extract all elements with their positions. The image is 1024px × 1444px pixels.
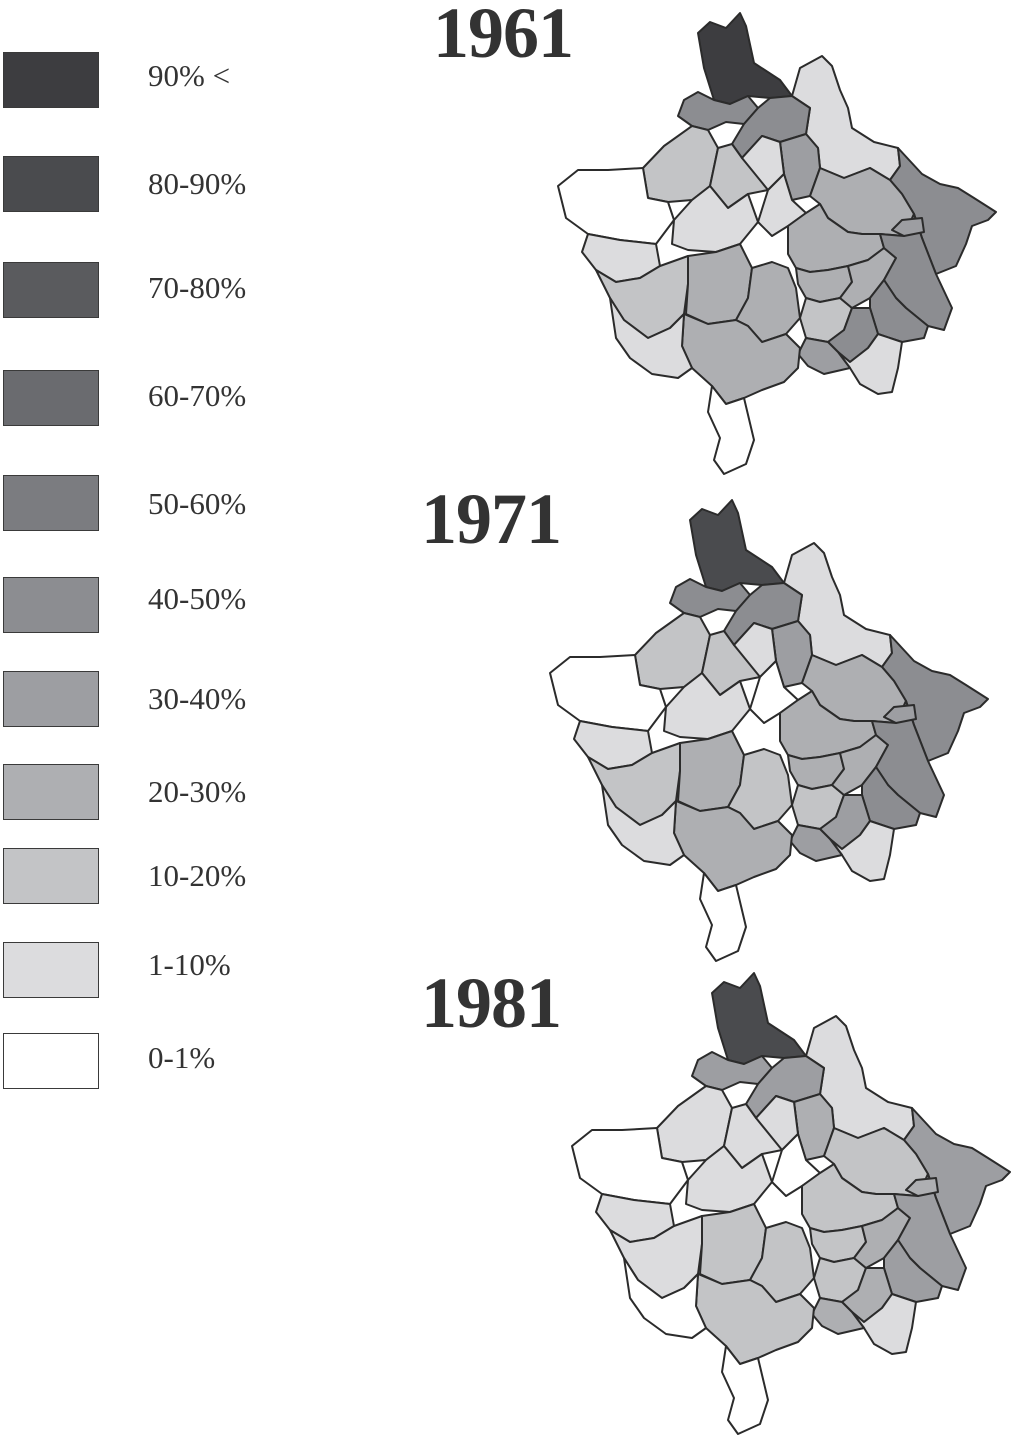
municipality-region-10	[755, 1095, 799, 1151]
municipality-region-30	[721, 1345, 769, 1435]
legend-label-50-60: 50-60%	[148, 486, 247, 521]
map-1971	[549, 499, 989, 962]
municipality-region-23	[883, 1239, 943, 1303]
legend-label-20-30: 20-30%	[148, 774, 247, 809]
municipality-region-30	[699, 872, 747, 962]
legend-label-60-70: 60-70%	[148, 378, 247, 413]
municipality-region-1	[689, 499, 785, 592]
municipality-region-29	[623, 1257, 707, 1339]
legend-swatch-80-90	[3, 156, 99, 212]
municipality-region-14	[685, 1145, 773, 1213]
map-1981	[571, 972, 1011, 1435]
municipality-region-1	[697, 12, 793, 105]
legend-swatch-40-50	[3, 577, 99, 633]
legend-label-90-plus: 90% <	[148, 58, 231, 93]
municipality-region-24	[883, 704, 917, 724]
legend-label-10-20: 10-20%	[148, 858, 247, 893]
legend-swatch-90-plus	[3, 52, 99, 108]
municipality-region-23	[869, 279, 929, 343]
legend-label-30-40: 30-40%	[148, 681, 247, 716]
year-label-1961: 1961	[433, 0, 574, 73]
municipality-region-1	[711, 972, 807, 1065]
municipality-region-28	[681, 313, 801, 405]
legend-swatch-10-20	[3, 848, 99, 904]
municipality-region-26	[829, 820, 895, 882]
legend-swatch-0-1	[3, 1033, 99, 1089]
legend-label-0-1: 0-1%	[148, 1040, 216, 1075]
municipality-region-12	[549, 654, 667, 732]
legend-swatch-70-80	[3, 262, 99, 318]
municipality-region-14	[671, 185, 759, 253]
map-1961	[557, 12, 997, 475]
municipality-region-29	[609, 297, 693, 379]
municipality-region-28	[673, 800, 793, 892]
legend-swatch-1-10	[3, 942, 99, 998]
year-label-1971: 1971	[421, 479, 562, 559]
municipality-region-12	[571, 1127, 689, 1205]
municipality-region-30	[707, 385, 755, 475]
municipality-region-27	[789, 824, 843, 862]
legend: 90% < 80-90% 70-80% 60-70% 50-60% 40-50%…	[0, 0, 300, 1100]
municipality-region-24	[905, 1177, 939, 1197]
municipality-region-24	[891, 217, 925, 237]
legend-swatch-50-60	[3, 475, 99, 531]
municipality-region-29	[601, 784, 685, 866]
legend-label-40-50: 40-50%	[148, 581, 247, 616]
municipality-region-14	[663, 672, 751, 740]
municipality-region-27	[811, 1297, 865, 1335]
legend-label-70-80: 70-80%	[148, 270, 247, 305]
municipality-region-26	[837, 333, 903, 395]
legend-swatch-20-30	[3, 764, 99, 820]
legend-label-1-10: 1-10%	[148, 947, 231, 982]
municipality-region-10	[733, 622, 777, 678]
municipality-region-26	[851, 1293, 917, 1355]
legend-label-80-90: 80-90%	[148, 166, 247, 201]
legend-swatch-30-40	[3, 671, 99, 727]
year-label-1981: 1981	[421, 963, 562, 1043]
legend-swatch-60-70	[3, 370, 99, 426]
municipality-region-12	[557, 167, 675, 245]
municipality-region-28	[695, 1273, 815, 1365]
municipality-region-23	[861, 766, 921, 830]
municipality-region-10	[741, 135, 785, 191]
municipality-region-27	[797, 337, 851, 375]
